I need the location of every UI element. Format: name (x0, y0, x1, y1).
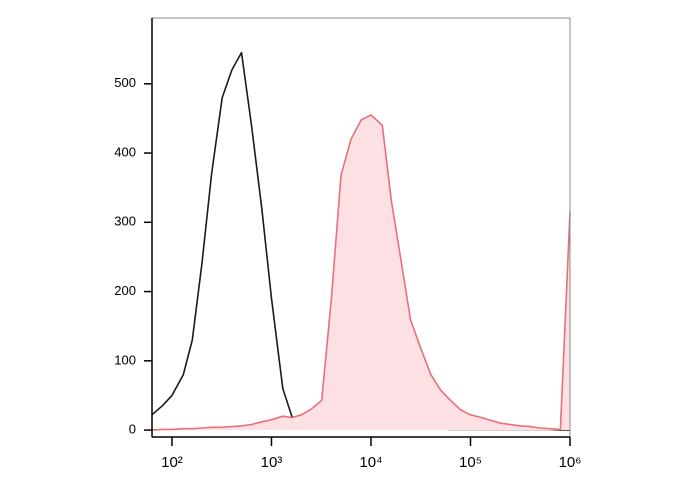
x-tick-label: 10² (161, 454, 183, 471)
y-tick-label: 0 (129, 422, 136, 437)
y-tick-label: 200 (114, 283, 136, 298)
x-tick-label: 10⁴ (359, 454, 382, 471)
y-tick-label: 500 (114, 75, 136, 90)
line (151, 114, 571, 431)
x-tick-label: 10⁶ (559, 454, 582, 471)
y-tick-label: 100 (114, 352, 136, 367)
y-tick-label: 300 (114, 214, 136, 229)
x-tick-label: 10³ (261, 454, 283, 471)
y-tick-label: 400 (114, 144, 136, 159)
area (152, 115, 570, 431)
x-tick-label: 10⁵ (459, 454, 482, 471)
